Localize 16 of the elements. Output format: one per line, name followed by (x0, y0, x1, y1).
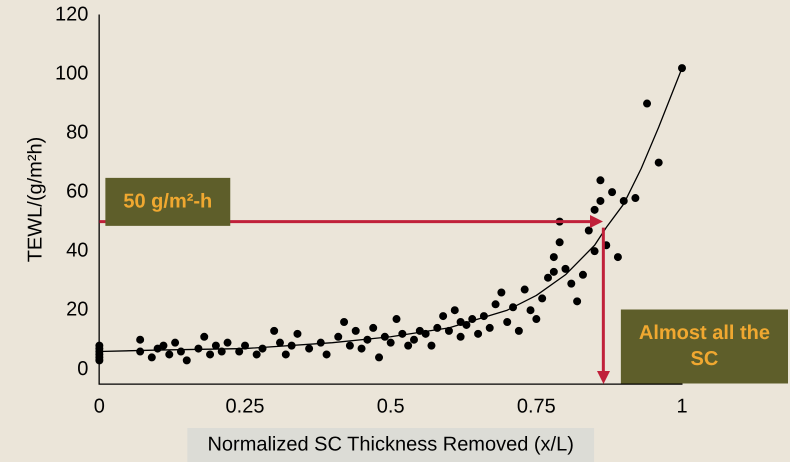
x-axis-title: Normalized SC Thickness Removed (x/L) (207, 434, 574, 456)
y-tick-label: 60 (66, 180, 88, 203)
annotation: Almost all the SC (638, 322, 770, 370)
y-tick-label: 80 (66, 122, 88, 144)
x-tick-label: 0.5 (376, 396, 405, 418)
annotation: 50 g/m²-h (123, 190, 212, 212)
x-tick-label: 0.75 (516, 396, 556, 418)
y-axis-title: TEWL/(g/m²h) (24, 136, 47, 262)
y-tick-label: 40 (66, 240, 88, 262)
x-tick-label: 1 (676, 396, 688, 418)
y-tick-label: 20 (66, 298, 88, 321)
y-tick-label: 120 (54, 4, 88, 26)
x-tick-label: 0 (94, 396, 105, 418)
y-tick-label: 0 (77, 358, 88, 380)
y-tick-label: 100 (54, 62, 88, 85)
x-tick-label: 0.25 (226, 396, 264, 418)
